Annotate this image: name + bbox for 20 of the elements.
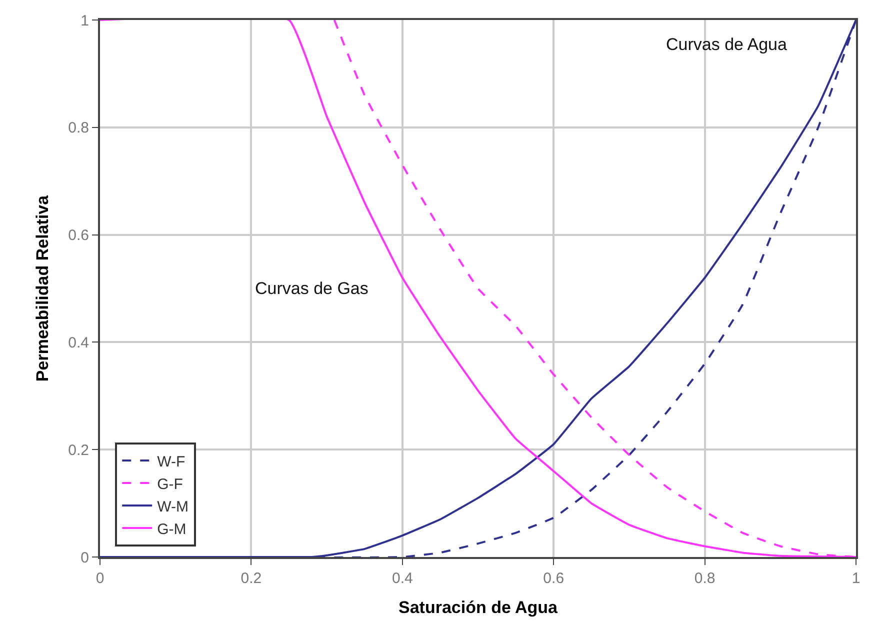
y-tick-label: 0 — [80, 549, 89, 566]
x-tick-label: 0.6 — [543, 570, 564, 587]
y-tick-label: 0.2 — [68, 442, 89, 459]
y-tick-label: 0.8 — [68, 120, 89, 137]
legend-label: W-M — [157, 498, 189, 516]
x-tick-label: 0.8 — [694, 570, 716, 587]
x-tick-label: 0.2 — [240, 570, 262, 587]
legend-label: G-M — [157, 520, 186, 538]
y-tick-label: 1 — [80, 12, 89, 30]
y-tick-label: 0.4 — [68, 334, 89, 352]
annotation: Curvas de Gas — [255, 279, 368, 298]
y-axis-title: Permeabilidad Relativa — [33, 194, 52, 382]
x-axis-title: Saturación de Agua — [398, 598, 558, 617]
x-tick-label: 0 — [96, 570, 104, 587]
x-tick-label: 1 — [852, 570, 860, 587]
legend-label: G-F — [157, 476, 183, 493]
legend-label: W-F — [157, 453, 186, 470]
y-tick-label: 0.6 — [68, 227, 89, 244]
x-tick-label: 0.4 — [392, 570, 413, 587]
annotation: Curvas de Agua — [666, 35, 788, 54]
